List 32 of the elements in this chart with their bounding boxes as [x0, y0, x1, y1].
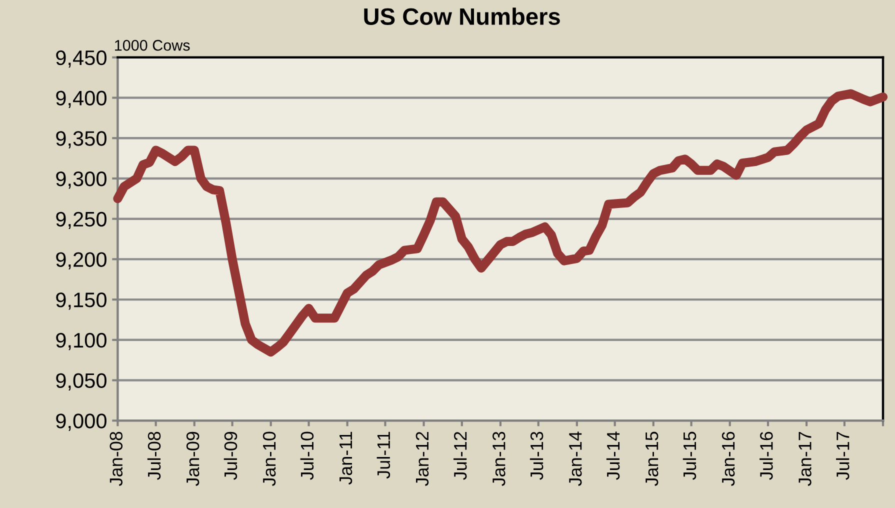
x-tick-label: Jan-09	[186, 432, 200, 486]
y-tick-label: 9,050	[56, 373, 106, 390]
y-tick-label: 9,450	[56, 50, 106, 68]
x-tick-label: Jan-14	[569, 432, 582, 486]
y-tick-label: 9,200	[56, 252, 106, 270]
x-tick-label: Jan-08	[110, 432, 123, 486]
x-tick-label: Jul-08	[147, 432, 161, 480]
x-tick-label: Jul-09	[224, 432, 238, 480]
y-tick-label: 9,250	[56, 212, 106, 230]
y-axis-title: 1000 Cows	[115, 40, 190, 51]
x-tick-label: Jan-16	[722, 432, 735, 486]
x-tick-label: Jan-17	[798, 432, 812, 486]
x-tick-label: Jul-11	[376, 432, 390, 479]
x-tick-label: Jan-13	[492, 432, 506, 486]
x-tick-label: Jul-12	[453, 432, 467, 480]
x-tick-label: Jan-15	[646, 432, 658, 486]
x-tick-label: Jul-13	[530, 432, 544, 480]
x-tick-label: Jan-10	[262, 432, 276, 486]
y-tick-label: 9,150	[56, 292, 106, 310]
x-tick-label: Jul-15	[682, 432, 696, 480]
y-tick-label: 9,300	[56, 171, 106, 189]
x-tick-label: Jan-11	[340, 432, 352, 485]
x-tick-label: Jul-16	[760, 432, 773, 480]
y-tick-label: 9,100	[56, 332, 106, 350]
x-tick-label: Jul-10	[300, 432, 314, 480]
x-tick-label: Jul-17	[836, 432, 850, 480]
x-tick-label: Jan-12	[416, 432, 429, 486]
x-tick-label: Jul-14	[606, 432, 620, 480]
y-tick-label: 9,350	[56, 131, 106, 148]
chart-title: US Cow Numbers	[364, 8, 560, 25]
y-tick-label: 9,400	[56, 90, 106, 108]
y-tick-label: 9,000	[56, 414, 106, 431]
